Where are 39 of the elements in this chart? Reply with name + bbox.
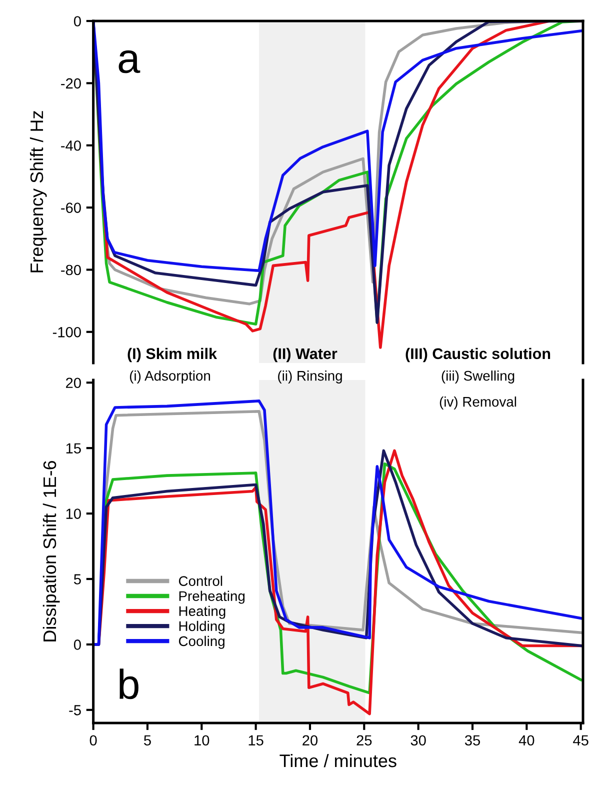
x-tick-label: 45: [573, 735, 588, 746]
legend-label: Holding: [179, 620, 224, 634]
y-tick-label: 20: [66, 378, 81, 388]
legend-label: Control: [178, 576, 222, 586]
y-tick-label: -5: [69, 705, 81, 716]
y-axis-title: Dissipation Shift / 1E-6: [42, 460, 60, 642]
x-tick-label: 25: [356, 735, 372, 746]
annotation: (II) Water: [273, 348, 338, 362]
legend-label: Heating: [179, 606, 226, 619]
x-tick-label: 40: [518, 735, 534, 746]
annotation: (i) Adsorption: [130, 370, 210, 384]
y-tick-label: 10: [66, 508, 81, 519]
legend-label: Cooling: [178, 636, 224, 649]
x-tick-label: 20: [302, 735, 318, 746]
x-tick-label: 35: [464, 735, 480, 746]
y-tick-label: 15: [66, 443, 81, 454]
annotation: (ii) Rinsing: [278, 370, 342, 384]
annotation: (iv) Removal: [440, 396, 516, 410]
y-tick-label: -100: [52, 327, 81, 338]
x-tick-label: 0: [90, 735, 97, 746]
annotation: (III) Caustic solution: [406, 348, 550, 362]
y-tick-label: -60: [61, 202, 81, 213]
x-axis-title: Time / minutes: [280, 754, 396, 768]
annotation: (iii) Swelling: [442, 370, 514, 384]
y-tick-label: 0: [74, 16, 81, 26]
y-tick-label: -80: [61, 264, 81, 276]
x-tick-label: 15: [248, 735, 264, 746]
x-tick-label: 30: [410, 735, 426, 746]
annotation: (I) Skim milk: [128, 348, 218, 362]
y-axis-title: Frequency Shift / Hz: [30, 111, 47, 272]
annotation: b: [120, 668, 138, 700]
y-tick-label: -40: [61, 140, 81, 151]
y-tick-label: 0: [74, 640, 81, 650]
x-tick-label: 5: [144, 735, 151, 746]
y-tick-label: 5: [74, 574, 81, 584]
legend-label: Preheating: [179, 590, 245, 604]
y-tick-label: -20: [61, 78, 81, 89]
x-tick-label: 10: [194, 735, 210, 746]
annotation: a: [118, 50, 140, 74]
